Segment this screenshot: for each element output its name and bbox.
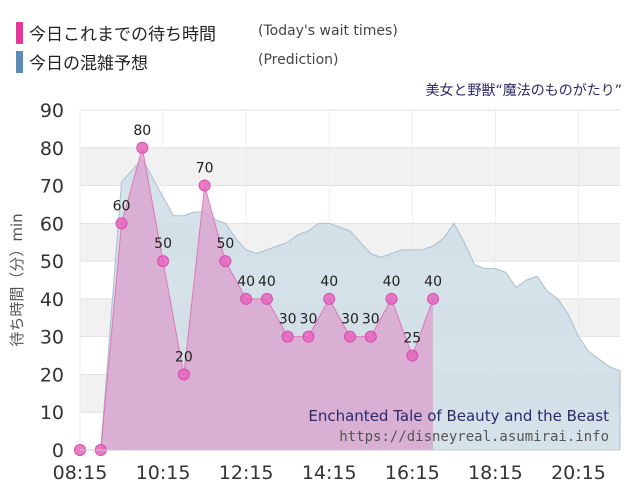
data-label-today: 40 xyxy=(258,274,276,290)
data-point-today xyxy=(406,349,419,362)
legend-predict-label: 今日の混雑予想 xyxy=(29,54,148,74)
y-tick-label: 40 xyxy=(40,289,64,311)
x-tick-label: 10:15 xyxy=(136,462,191,484)
data-point-today xyxy=(364,330,377,343)
data-point-today xyxy=(281,330,294,343)
y-tick-label: 90 xyxy=(40,100,64,122)
series-today-line xyxy=(80,147,434,451)
y-tick-label: 70 xyxy=(40,176,64,198)
data-label-today: 50 xyxy=(154,236,172,252)
legend-predict: 今日の混雑予想 xyxy=(16,49,148,74)
data-label-today: 50 xyxy=(216,236,234,252)
attraction-title: 美女と野獣“魔法のものがたり” xyxy=(425,83,622,99)
x-tick-label: 20:15 xyxy=(551,462,606,484)
data-point-today xyxy=(240,292,253,305)
data-label-today: 30 xyxy=(362,312,380,328)
data-label-today: 40 xyxy=(237,274,255,290)
legend-today-swatch xyxy=(16,21,23,44)
data-label-today: 30 xyxy=(341,312,359,328)
x-tick-label: 18:15 xyxy=(468,462,523,484)
y-tick-label: 50 xyxy=(40,251,64,273)
data-label-today: 80 xyxy=(133,123,151,139)
data-label-today: 20 xyxy=(175,349,193,365)
data-label-today: 40 xyxy=(424,274,442,290)
y-tick-label: 10 xyxy=(40,402,64,424)
grid-band xyxy=(80,147,620,186)
data-point-today xyxy=(385,292,398,305)
y-tick-label: 80 xyxy=(40,138,64,160)
data-point-today xyxy=(323,292,336,305)
x-tick-label: 14:15 xyxy=(302,462,357,484)
x-tick-label: 12:15 xyxy=(219,462,274,484)
data-point-today xyxy=(219,255,232,268)
legend-today-en: (Today's wait times) xyxy=(258,23,398,39)
legend-today-label: 今日これまでの待ち時間 xyxy=(29,25,216,45)
legend-predict-en: (Prediction) xyxy=(258,52,339,68)
legend-today: 今日これまでの待ち時間 xyxy=(16,20,216,45)
watermark-url: https://disneyreal.asumirai.info xyxy=(339,429,609,445)
data-point-today xyxy=(136,141,149,154)
data-label-today: 30 xyxy=(300,312,318,328)
data-label-today: 60 xyxy=(113,198,131,214)
data-point-today xyxy=(344,330,356,343)
data-label-today: 70 xyxy=(196,161,214,177)
y-tick-label: 20 xyxy=(40,364,64,386)
data-point-today xyxy=(157,255,170,268)
data-point-today xyxy=(427,292,440,305)
data-point-today xyxy=(302,330,315,343)
watermark-title: Enchanted Tale of Beauty and the Beast xyxy=(308,407,609,425)
data-point-today xyxy=(198,179,211,192)
legend-predict-swatch xyxy=(16,50,23,73)
y-tick-label: 30 xyxy=(40,327,64,349)
data-label-today: 30 xyxy=(279,312,297,328)
data-label-today: 40 xyxy=(320,274,338,290)
x-tick-label: 08:15 xyxy=(53,462,108,484)
y-axis-label: 待ち時間（分）min xyxy=(8,213,26,346)
data-point-today xyxy=(260,292,273,305)
x-tick-label: 16:15 xyxy=(385,462,440,484)
y-tick-label: 0 xyxy=(52,440,64,462)
y-tick-label: 60 xyxy=(40,213,64,235)
data-label-today: 25 xyxy=(403,331,421,347)
data-point-today xyxy=(115,217,128,230)
data-label-today: 40 xyxy=(383,274,401,290)
data-point-today xyxy=(177,368,190,381)
